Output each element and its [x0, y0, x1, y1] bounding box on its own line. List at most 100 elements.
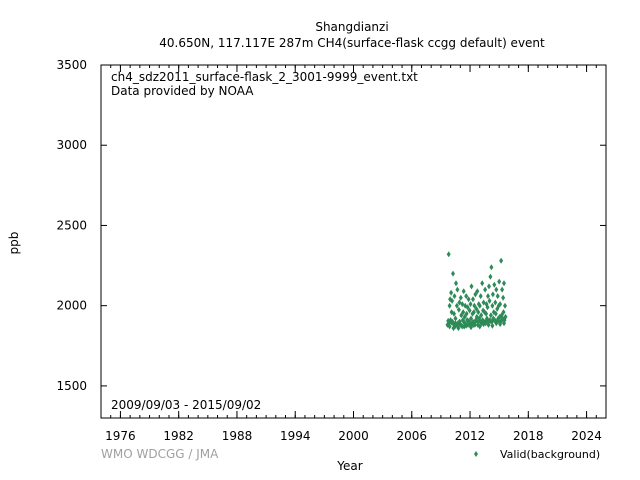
- data-point: [461, 288, 466, 295]
- data-point: [464, 322, 469, 329]
- data-point: [449, 319, 454, 326]
- data-point: [498, 301, 503, 308]
- data-point: [493, 299, 498, 306]
- data-point: [496, 317, 501, 324]
- legend: Valid(background): [474, 448, 600, 461]
- data-points: [445, 251, 508, 332]
- data-point: [486, 321, 491, 328]
- data-point: [500, 316, 505, 323]
- data-point: [455, 286, 460, 293]
- data-point: [480, 280, 485, 287]
- data-point: [458, 294, 463, 301]
- data-point: [477, 323, 482, 330]
- x-tick-label: 1976: [105, 429, 136, 443]
- data-point: [484, 317, 489, 324]
- data-point: [449, 289, 454, 296]
- data-point: [497, 278, 502, 285]
- data-point: [500, 286, 505, 293]
- data-point: [484, 310, 489, 317]
- x-tick-label: 2012: [455, 429, 486, 443]
- x-tick-label: 2018: [513, 429, 544, 443]
- x-tick-label: 2024: [571, 429, 602, 443]
- data-point: [462, 313, 467, 320]
- data-point: [503, 302, 507, 309]
- data-point: [447, 302, 452, 309]
- data-point: [453, 320, 458, 327]
- x-tick-label: 2000: [338, 429, 369, 443]
- y-tick-label: 1500: [56, 379, 87, 393]
- data-point: [495, 293, 500, 300]
- data-point: [485, 304, 490, 311]
- data-point: [466, 317, 471, 324]
- data-point: [471, 318, 475, 325]
- minor-ticks: [100, 65, 607, 418]
- data-point: [479, 318, 484, 325]
- data-point: [452, 293, 457, 300]
- x-tick-label: 1994: [280, 429, 311, 443]
- data-point: [459, 312, 464, 319]
- y-tick-label: 3500: [56, 58, 87, 72]
- data-point: [490, 302, 495, 309]
- data-point: [473, 291, 478, 298]
- y-tick-label: 3000: [56, 138, 87, 152]
- data-point: [457, 318, 462, 325]
- data-point: [503, 313, 508, 320]
- data-point: [472, 321, 477, 328]
- data-point: [483, 286, 488, 293]
- credit-text: WMO WDCGG / JMA: [101, 447, 219, 461]
- period-annotation: 2009/09/03 - 2015/09/02: [111, 398, 261, 412]
- chart-subtitle: 40.650N, 117.117E 287m CH4(surface-flask…: [159, 36, 545, 50]
- data-point: [452, 310, 456, 317]
- data-point: [490, 291, 495, 298]
- data-point: [486, 293, 490, 300]
- data-point: [454, 302, 459, 309]
- y-axis-label: ppb: [7, 232, 21, 255]
- data-point: [466, 296, 471, 303]
- data-point: [462, 319, 467, 326]
- data-point: [464, 293, 469, 300]
- data-point: [490, 322, 495, 329]
- data-point: [471, 309, 476, 316]
- data-point: [453, 315, 458, 322]
- data-point: [475, 319, 480, 325]
- data-point: [488, 273, 493, 280]
- x-axis-label: Year: [336, 459, 362, 473]
- data-point: [469, 324, 473, 331]
- x-tick-label: 2006: [396, 429, 427, 443]
- data-point: [456, 306, 461, 313]
- data-point: [494, 286, 499, 293]
- x-tick-label: 1988: [222, 429, 253, 443]
- data-point: [451, 325, 456, 332]
- data-point: [472, 302, 477, 309]
- data-point: [464, 310, 469, 317]
- data-point: [492, 281, 497, 288]
- data-point: [471, 296, 475, 303]
- data-point: [468, 301, 473, 308]
- data-point: [476, 309, 481, 316]
- data-point: [492, 317, 497, 324]
- data-point: [460, 323, 465, 330]
- data-point: [478, 293, 483, 300]
- legend-marker: [474, 451, 478, 457]
- data-point: [451, 270, 455, 277]
- data-point: [446, 251, 451, 258]
- data-point: [501, 294, 506, 301]
- data-point: [454, 280, 458, 287]
- plot-frame: [100, 64, 607, 419]
- provider-annotation: Data provided by NOAA: [111, 84, 254, 98]
- chart-title: Shangdianzi: [315, 20, 388, 34]
- data-point: [479, 312, 484, 319]
- legend-label: Valid(background): [500, 448, 600, 461]
- x-tick-label: 1982: [163, 429, 194, 443]
- data-point: [465, 304, 470, 311]
- data-point: [489, 264, 494, 271]
- data-point: [487, 297, 492, 304]
- data-point: [487, 283, 491, 290]
- data-point: [493, 310, 498, 317]
- data-point: [469, 315, 473, 322]
- y-tick-label: 2000: [56, 299, 87, 313]
- y-tick-label: 2500: [56, 218, 87, 232]
- data-point: [498, 321, 503, 328]
- data-point: [474, 305, 479, 312]
